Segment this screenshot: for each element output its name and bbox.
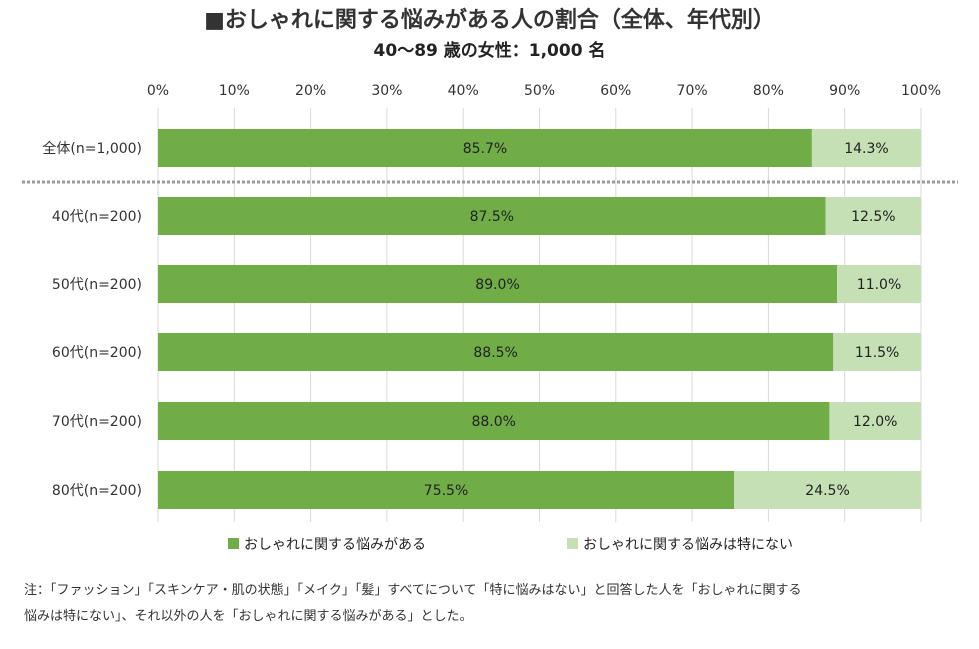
footnote-line-2: 悩みは特にない」、それ以外の人を「おしゃれに関する悩みがある」とした。 — [24, 609, 473, 624]
x-tick-label: 30% — [371, 83, 402, 99]
bar-segment — [158, 197, 826, 235]
category-label: 50代(n=200) — [52, 277, 142, 293]
bar-segment — [734, 471, 921, 509]
category-label: 80代(n=200) — [52, 483, 142, 499]
x-tick-label: 0% — [147, 83, 169, 99]
x-tick-label: 100% — [901, 83, 941, 99]
data-label: 12.5% — [851, 209, 895, 225]
bar-segment — [158, 265, 838, 303]
category-label: 70代(n=200) — [52, 414, 142, 430]
category-label: 40代(n=200) — [52, 209, 142, 225]
x-tick-label: 80% — [753, 83, 784, 99]
bar-segment — [833, 333, 921, 371]
data-label: 87.5% — [470, 209, 514, 225]
data-label: 11.0% — [857, 277, 901, 293]
legend-label: おしゃれに関する悩みがある — [244, 537, 426, 553]
data-label: 11.5% — [855, 345, 899, 361]
stacked-bar-chart: 0% 10% 20% 30% 40% 50% 60% 70% 80% 90% 100% 全体(n=1,… — [22, 83, 958, 553]
legend-swatch — [228, 538, 239, 549]
data-label: 75.5% — [424, 483, 468, 499]
data-label: 89.0% — [475, 277, 519, 293]
data-label: 24.5% — [805, 483, 849, 499]
bar-segment — [829, 402, 921, 440]
x-tick-label: 90% — [829, 83, 860, 99]
data-label: 88.0% — [471, 414, 515, 430]
chart-title: ■おしゃれに関する悩みがある人の割合（全体、年代別） — [204, 8, 775, 33]
data-label: 12.0% — [853, 414, 897, 430]
bar-segment — [158, 129, 812, 167]
chart-subtitle: 40～89 歳の女性：1,000 名 — [373, 41, 606, 61]
bar-segment — [811, 129, 921, 167]
footnote: 注：「ファッション」「スキンケア・肌の状態」「メイク」「髪」すべてについて「特に… — [24, 578, 959, 630]
x-tick-label: 50% — [524, 83, 555, 99]
data-label: 88.5% — [473, 345, 517, 361]
x-tick-label: 60% — [600, 83, 631, 99]
bar-segment — [158, 333, 834, 371]
footnote-line-1: 注：「ファッション」「スキンケア・肌の状態」「メイク」「髪」すべてについて「特に… — [24, 583, 802, 598]
bar-segment — [158, 402, 830, 440]
bar-segment — [158, 471, 735, 509]
legend-swatch — [567, 538, 578, 549]
category-label: 60代(n=200) — [52, 345, 142, 361]
data-label: 85.7% — [463, 141, 507, 157]
bar-segment — [837, 265, 921, 303]
category-label: 全体(n=1,000) — [42, 140, 142, 157]
data-label: 14.3% — [844, 141, 888, 157]
x-tick-label: 20% — [295, 83, 326, 99]
legend-label: おしゃれに関する悩みは特にない — [583, 537, 793, 553]
x-tick-label: 70% — [677, 83, 708, 99]
x-tick-label: 40% — [448, 83, 479, 99]
bar-segment — [825, 197, 921, 235]
x-tick-label: 10% — [219, 83, 250, 99]
